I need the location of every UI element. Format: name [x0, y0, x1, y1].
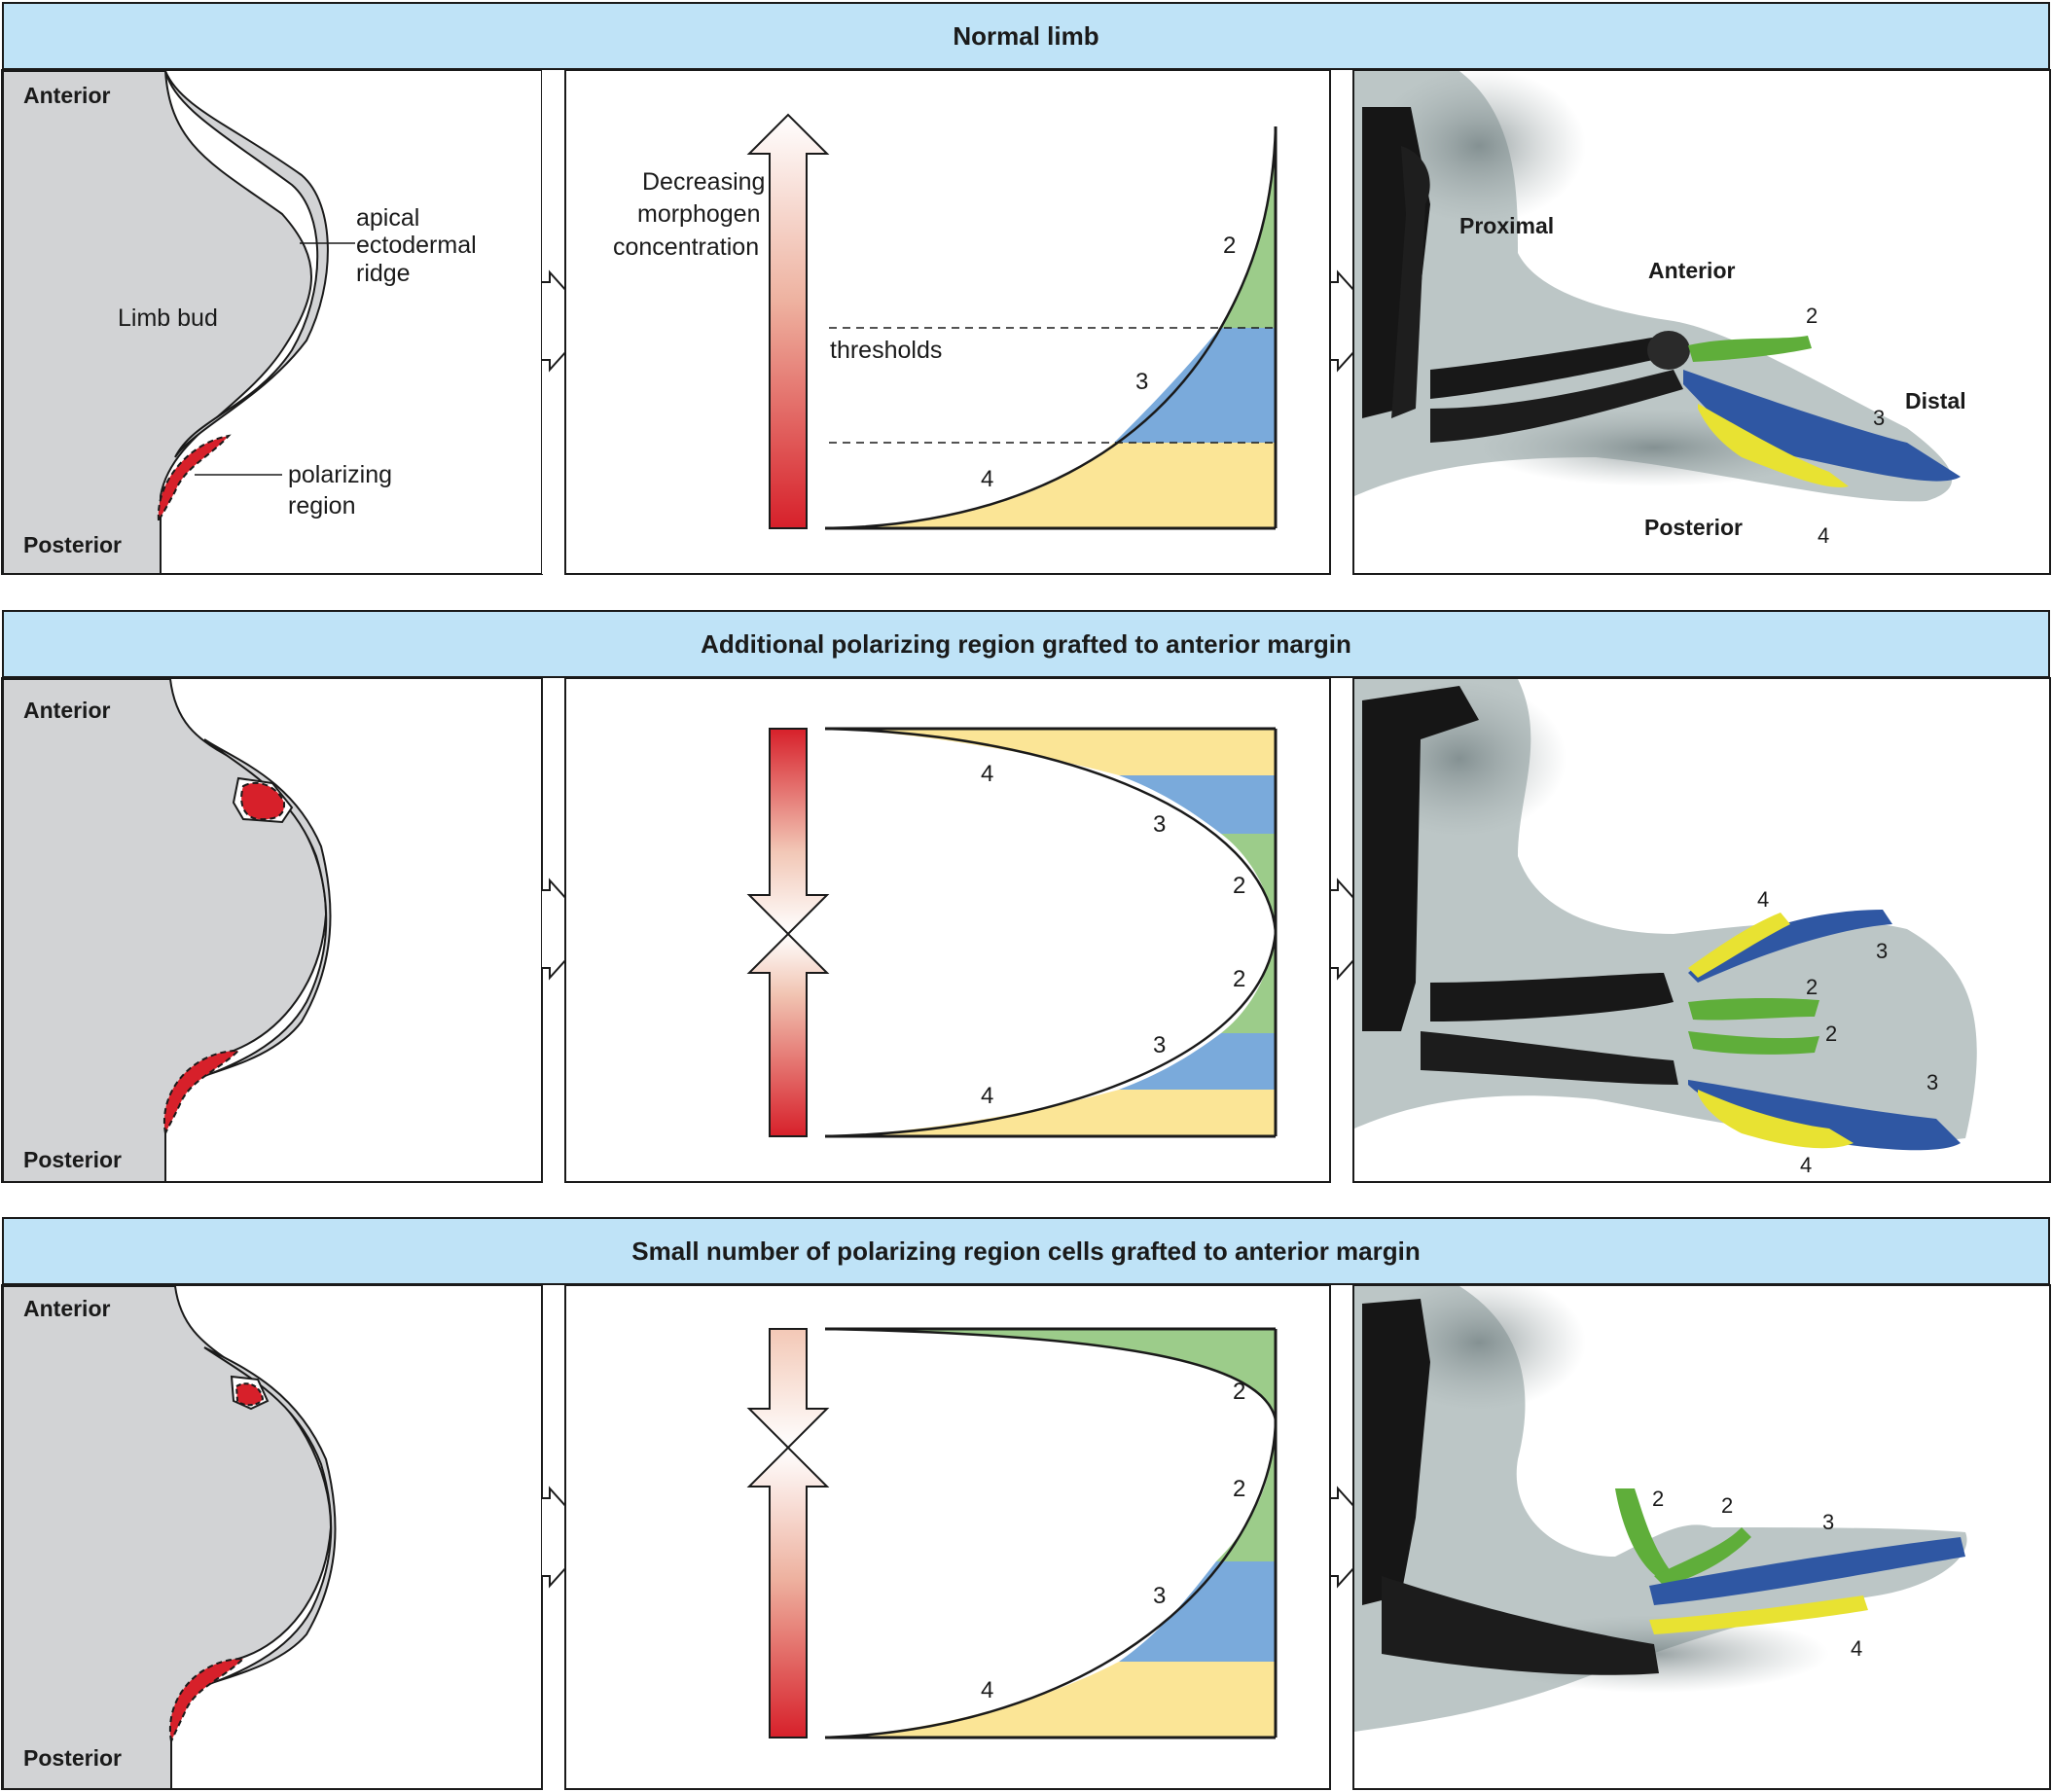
- row2-photo-digit-2-top: 2: [1806, 975, 1818, 999]
- bottom-arrow: [746, 932, 830, 1137]
- row2-photo-panel: 4 3 2 2 3 4: [1352, 677, 2051, 1183]
- row2-photo-digit-3-bottom: 3: [1926, 1070, 1938, 1094]
- row2-digit-3-bottom: 3: [1153, 1032, 1166, 1058]
- proximal-label: Proximal: [1459, 213, 1554, 238]
- row1-photo-panel: Proximal Anterior Distal Posterior 2 3 4: [1352, 68, 2051, 575]
- row2-digit-3-top: 3: [1153, 811, 1166, 838]
- grafted-polarizing-region: [240, 781, 286, 821]
- row2-gradient-panel: 4 3 2 2 3 4: [564, 677, 1331, 1183]
- row2-photo-digit-3-top: 3: [1876, 939, 1888, 963]
- row2-digit-4-bottom: 4: [981, 1083, 993, 1109]
- row2-digit-2-top: 2: [1233, 873, 1245, 899]
- row3-digit-2-bottom: 2: [1233, 1476, 1245, 1502]
- row3-bud-panel: Anterior Posterior: [1, 1284, 543, 1790]
- row2-digit-2-bottom: 2: [1233, 966, 1245, 992]
- polarizing-region: [157, 434, 232, 524]
- arrow-label-2: morphogen: [637, 200, 760, 228]
- row2-photo-digit-2-bottom: 2: [1825, 1021, 1837, 1046]
- row3-photo-digit-4: 4: [1851, 1636, 1862, 1661]
- concentration-curve: [824, 125, 1278, 530]
- row3-photo-digit-2-a: 2: [1652, 1487, 1664, 1511]
- photo-digit-2: 2: [1806, 304, 1818, 328]
- row2-digit-4-top: 4: [981, 761, 993, 787]
- photo-posterior-label: Posterior: [1644, 515, 1743, 540]
- ridge-label-3: ridge: [356, 260, 411, 287]
- row2-header: Additional polarizing region grafted to …: [0, 610, 2052, 678]
- row2-photo-digit-4-bottom: 4: [1800, 1153, 1812, 1177]
- digit-label-4: 4: [981, 466, 993, 492]
- row2-posterior-label: Posterior: [23, 1147, 122, 1172]
- arrow-label-1: Decreasing: [642, 168, 765, 196]
- thresholds-label: thresholds: [830, 337, 942, 364]
- row3-photo-digit-3: 3: [1822, 1510, 1834, 1534]
- digit-label-3: 3: [1135, 369, 1148, 395]
- row3-digit-3: 3: [1153, 1583, 1166, 1609]
- row2-title: Additional polarizing region grafted to …: [701, 628, 1351, 659]
- row1-title-overlay: Normal limb: [953, 20, 1099, 51]
- photo-anterior-label: Anterior: [1648, 258, 1736, 283]
- apical-ectodermal-ridge: [164, 70, 329, 458]
- row2-polarizing-region: [162, 1049, 241, 1137]
- morphogen-arrow: [746, 113, 830, 529]
- row3-photo-panel: 2 2 3 4: [1352, 1274, 2051, 1790]
- limb-bud-shape: [2, 70, 312, 575]
- row3-title: Small number of polarizing region cells …: [631, 1236, 1421, 1266]
- row3-polarizing-region: [168, 1657, 246, 1745]
- posterior-label: Posterior: [23, 532, 122, 557]
- row3-anterior-label: Anterior: [23, 1296, 111, 1321]
- distal-label: Distal: [1905, 388, 1966, 413]
- row2-bud-panel: Anterior Posterior: [1, 677, 543, 1183]
- row1-header-overlay: Normal limb: [0, 2, 2052, 70]
- photo-digit-4: 4: [1818, 523, 1829, 548]
- photo-digit-3: 3: [1873, 406, 1885, 430]
- row3-photo-digit-2-b: 2: [1721, 1493, 1733, 1518]
- row2-photo-digit-4-top: 4: [1757, 887, 1769, 912]
- row3-digit-4: 4: [981, 1677, 993, 1703]
- ridge-label-2: ectodermal: [356, 232, 477, 259]
- arrow-label-3: concentration: [613, 233, 759, 261]
- small-graft-region: [234, 1382, 265, 1407]
- row3-bottom-arrow: [746, 1446, 830, 1738]
- row3-digit-2-top: 2: [1233, 1379, 1245, 1405]
- row3-header: Small number of polarizing region cells …: [0, 1217, 2052, 1285]
- row3-top-arrow: [746, 1328, 830, 1450]
- ridge-label-1: apical: [356, 204, 419, 232]
- row2-anterior-label: Anterior: [23, 698, 111, 723]
- row3-posterior-label: Posterior: [23, 1745, 122, 1771]
- polarizing-label-2: region: [288, 492, 356, 520]
- row1-gradient-panel: Decreasing morphogen concentration thres…: [564, 69, 1331, 575]
- limb-bud-label: Limb bud: [118, 305, 218, 332]
- polarizing-label-1: polarizing: [288, 461, 392, 488]
- row3-gradient-panel: 2 2 3 4: [564, 1284, 1331, 1790]
- top-arrow: [746, 728, 830, 936]
- digit-label-2: 2: [1223, 233, 1236, 259]
- row1-bud-panel: Anterior Posterior Limb bud apical ectod…: [1, 69, 543, 575]
- anterior-label: Anterior: [23, 83, 111, 108]
